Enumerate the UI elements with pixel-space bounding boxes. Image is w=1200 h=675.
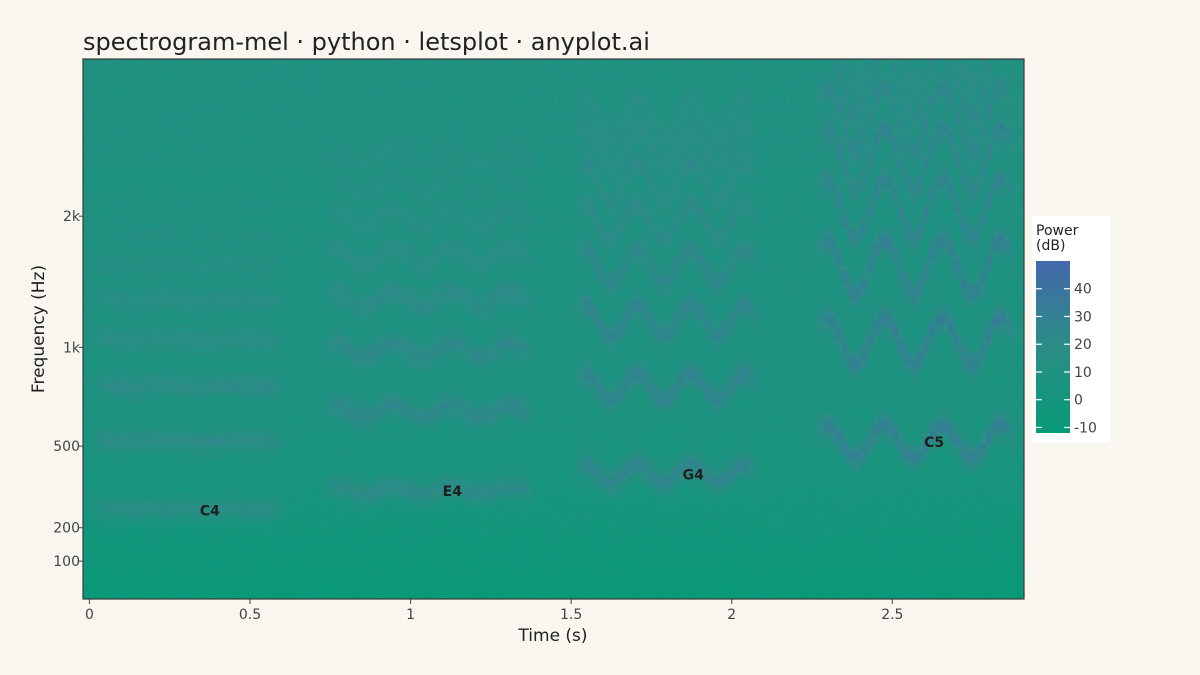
y-tick-label: 200	[53, 521, 80, 537]
colorbar-tick-label: -10	[1074, 420, 1097, 436]
y-tick-label: 1k	[63, 340, 81, 356]
plot-area: C4 E4 G4 C5	[82, 58, 1025, 600]
colorbar-tick-label: 40	[1074, 282, 1092, 298]
colorbar-tick-label: 0	[1074, 393, 1083, 409]
note-label: C4	[200, 504, 220, 520]
y-axis: 100 200 500 1k 2k	[53, 209, 83, 570]
chart-title: spectrogram-mel · python · letsplot · an…	[83, 28, 650, 56]
colorbar-tick-label: 30	[1074, 309, 1092, 325]
note-label: G4	[683, 467, 704, 483]
x-tick-label: 2	[727, 607, 736, 623]
y-tick-label: 500	[53, 439, 80, 455]
y-tick-label: 2k	[63, 209, 81, 225]
x-tick-label: 0.5	[239, 607, 261, 623]
note-label: C5	[924, 435, 944, 451]
x-tick-label: 1	[406, 607, 415, 623]
x-tick-label: 0	[85, 607, 94, 623]
colorbar-legend: Power (dB) -10 0 10 20 30 40	[1032, 216, 1110, 442]
x-axis-label: Time (s)	[517, 626, 587, 646]
x-tick-label: 2.5	[881, 607, 903, 623]
colorbar-tick-label: 10	[1074, 365, 1092, 381]
colorbar-gradient	[1036, 261, 1070, 433]
colorbar-title: Power (dB)	[1036, 223, 1079, 254]
y-tick-label: 100	[53, 554, 80, 570]
x-tick-label: 1.5	[560, 607, 582, 623]
x-axis: 0 0.5 1 1.5 2 2.5	[85, 599, 903, 623]
colorbar-ticks: -10 0 10 20 30 40	[1036, 282, 1097, 436]
y-axis-label: Frequency (Hz)	[29, 265, 49, 393]
plot-border	[82, 58, 1025, 600]
note-annotations: C4 E4 G4 C5	[200, 435, 944, 520]
note-label: E4	[443, 484, 463, 500]
colorbar-tick-label: 20	[1074, 337, 1092, 353]
